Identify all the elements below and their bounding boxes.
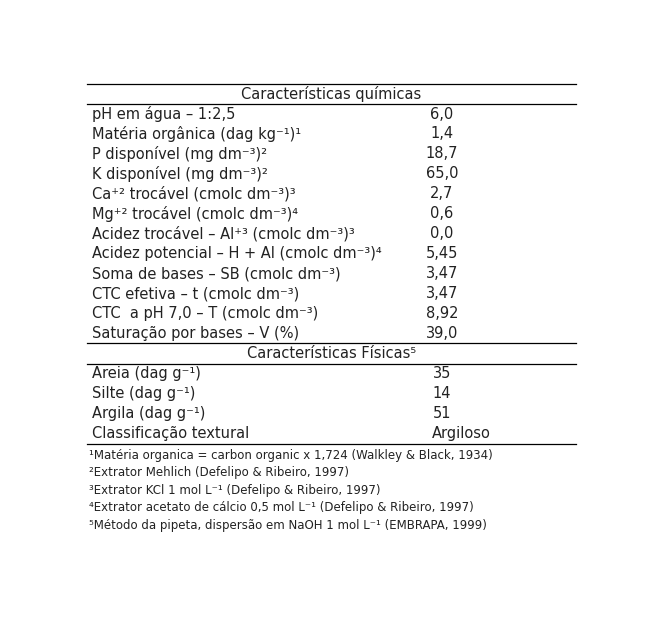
Text: 65,0: 65,0 (426, 166, 458, 181)
Text: ¹Matéria organica = carbon organic x 1,724 (Walkley & Black, 1934): ¹Matéria organica = carbon organic x 1,7… (89, 449, 493, 462)
Text: 8,92: 8,92 (426, 306, 458, 321)
Text: Classificação textural: Classificação textural (92, 426, 249, 441)
Text: 0,6: 0,6 (430, 206, 454, 221)
Text: 35: 35 (433, 367, 451, 381)
Text: Areia (dag g⁻¹): Areia (dag g⁻¹) (92, 367, 201, 381)
Text: 14: 14 (433, 386, 451, 401)
Text: Características químicas: Características químicas (241, 86, 422, 102)
Text: Ca⁺² trocável (cmolᴄ dm⁻³)³: Ca⁺² trocável (cmolᴄ dm⁻³)³ (92, 186, 296, 202)
Text: Acidez trocável – Al⁺³ (cmolᴄ dm⁻³)³: Acidez trocável – Al⁺³ (cmolᴄ dm⁻³)³ (92, 226, 355, 241)
Text: 51: 51 (433, 406, 451, 422)
Text: Características Físicas⁵: Características Físicas⁵ (247, 346, 416, 362)
Text: Soma de bases – SB (cmolᴄ dm⁻³): Soma de bases – SB (cmolᴄ dm⁻³) (92, 266, 340, 281)
Text: 1,4: 1,4 (430, 126, 454, 142)
Text: 6,0: 6,0 (430, 107, 454, 121)
Text: ⁴Extrator acetato de cálcio 0,5 mol L⁻¹ (Defelipo & Ribeiro, 1997): ⁴Extrator acetato de cálcio 0,5 mol L⁻¹ … (89, 501, 474, 514)
Text: CTC  a pH 7,0 – T (cmolᴄ dm⁻³): CTC a pH 7,0 – T (cmolᴄ dm⁻³) (92, 306, 318, 321)
Text: 5,45: 5,45 (426, 246, 458, 261)
Text: K disponível (mg dm⁻³)²: K disponível (mg dm⁻³)² (92, 166, 268, 182)
Text: 0,0: 0,0 (430, 226, 454, 241)
Text: 2,7: 2,7 (430, 186, 454, 202)
Text: Mg⁺² trocável (cmolᴄ dm⁻³)⁴: Mg⁺² trocável (cmolᴄ dm⁻³)⁴ (92, 206, 298, 222)
Text: ³Extrator KCl 1 mol L⁻¹ (Defelipo & Ribeiro, 1997): ³Extrator KCl 1 mol L⁻¹ (Defelipo & Ribe… (89, 484, 381, 497)
Text: ²Extrator Mehlich (Defelipo & Ribeiro, 1997): ²Extrator Mehlich (Defelipo & Ribeiro, 1… (89, 466, 349, 480)
Text: Argila (dag g⁻¹): Argila (dag g⁻¹) (92, 406, 205, 422)
Text: ⁵Método da pipeta, dispersão em NaOH 1 mol L⁻¹ (EMBRAPA, 1999): ⁵Método da pipeta, dispersão em NaOH 1 m… (89, 519, 487, 532)
Text: P disponível (mg dm⁻³)²: P disponível (mg dm⁻³)² (92, 146, 267, 162)
Text: CTC efetiva – t (cmolᴄ dm⁻³): CTC efetiva – t (cmolᴄ dm⁻³) (92, 286, 299, 301)
Text: 3,47: 3,47 (426, 286, 458, 301)
Text: 18,7: 18,7 (426, 147, 458, 161)
Text: Silte (dag g⁻¹): Silte (dag g⁻¹) (92, 386, 195, 401)
Text: pH em água – 1:2,5: pH em água – 1:2,5 (92, 106, 236, 122)
Text: Argiloso: Argiloso (432, 426, 490, 441)
Text: Matéria orgânica (dag kg⁻¹)¹: Matéria orgânica (dag kg⁻¹)¹ (92, 126, 301, 142)
Text: Saturação por bases – V (%): Saturação por bases – V (%) (92, 326, 299, 341)
Text: 39,0: 39,0 (426, 326, 458, 341)
Text: Acidez potencial – H + Al (cmolᴄ dm⁻³)⁴: Acidez potencial – H + Al (cmolᴄ dm⁻³)⁴ (92, 246, 382, 261)
Text: 3,47: 3,47 (426, 266, 458, 281)
